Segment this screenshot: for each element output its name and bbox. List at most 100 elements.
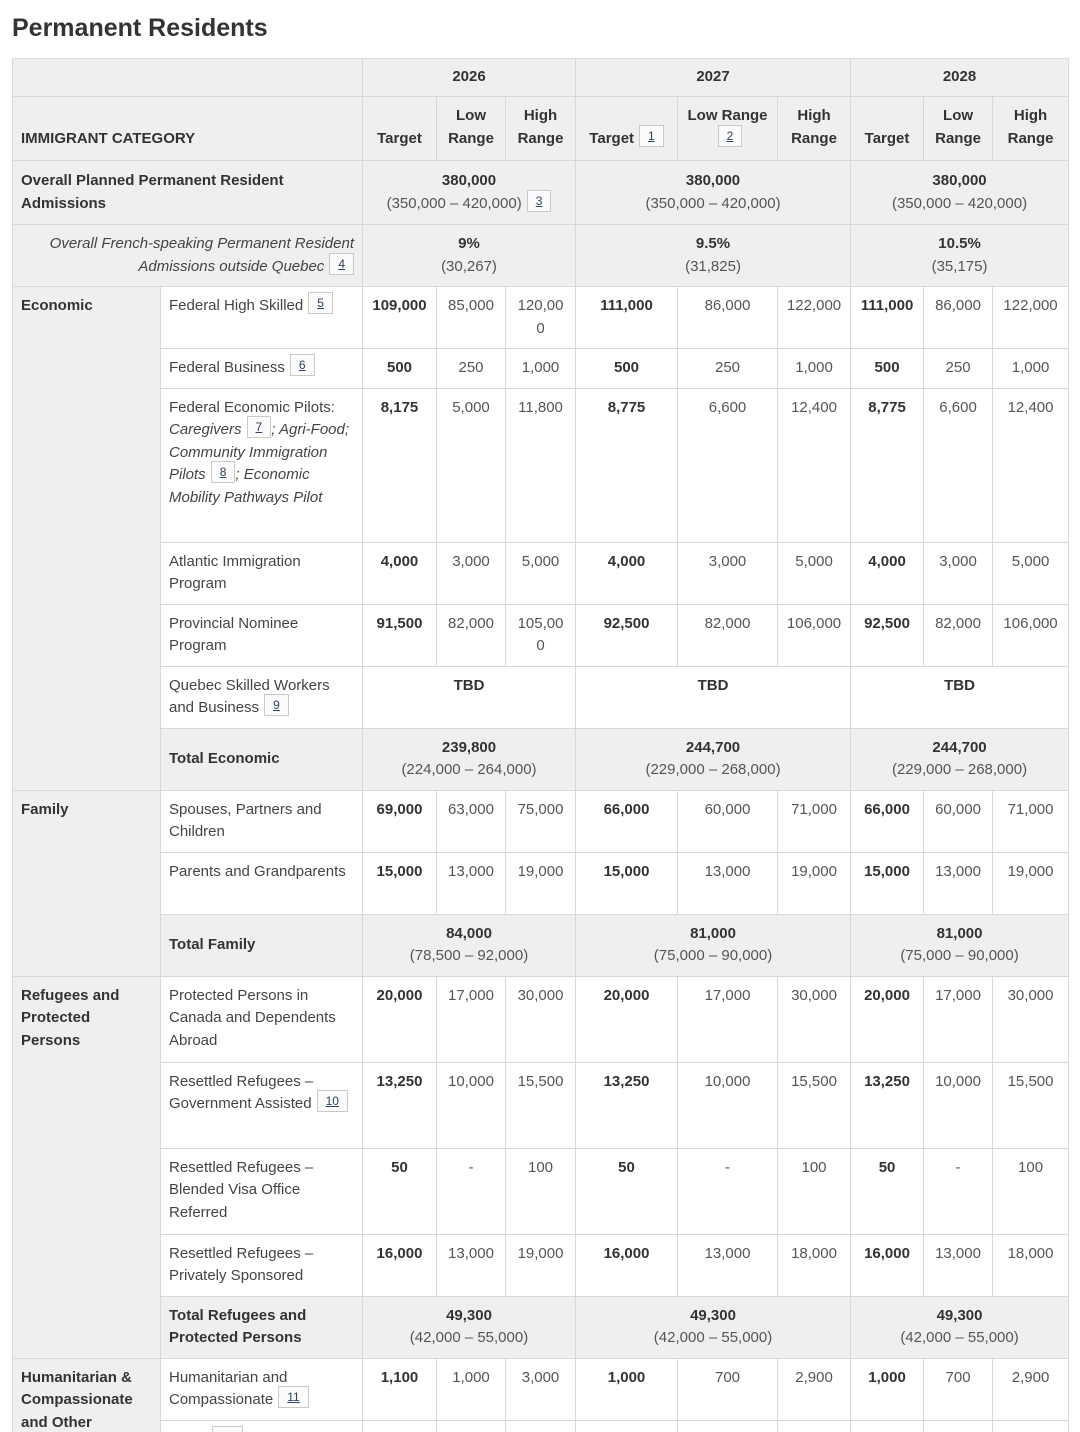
group-label-family: Family [12,789,161,977]
row-label-text: Federal Economic Pilots: [169,398,335,416]
overall-sub: (350,000 – 420,000) [891,194,1028,212]
value-cell: 100 [777,1147,852,1235]
value-cell: 19,000 [777,851,852,915]
footnote-link-8[interactable]: 8 [210,461,236,483]
page-title: Permanent Residents [12,14,268,42]
value-cell: 500 [362,348,437,389]
value-cell: 71,000 [777,789,852,853]
total-main: 84,000 [446,924,492,942]
table-row: Federal Business 6 500 250 1,000 500 250 … [13,348,1070,389]
total-sub: (75,000 – 90,000) [653,947,773,964]
value-cell: 17,000 [436,975,506,1063]
row-label: Quebec Skilled Workers and Business 9 [160,665,363,729]
footnote-link-4[interactable]: 4 [329,252,354,275]
value-cell: 1,000 [575,1357,679,1421]
value-cell: 3,200 [923,1419,994,1432]
value-cell: 69,000 [362,789,437,853]
table-row: Quebec Skilled Workers and Business 9 TBD… [13,665,1070,729]
value-cell: 5,000 [436,387,506,543]
footnote-link-6[interactable]: 6 [289,354,315,376]
value-cell: 13,000 [677,1233,779,1297]
value-cell: 1,000 [504,348,577,389]
value-cell: 15,500 [504,1061,577,1149]
total-main: 81,000 [690,924,736,942]
immigration-levels-table: 2026 2027 2028 IMMIGRANT CATEGORY Target… [12,58,1070,1432]
value-cell: 60,000 [923,789,994,853]
target-header-2026: Target [362,96,437,161]
value-cell: 13,000 [923,1233,994,1297]
value-cell: 5,000 [504,541,577,605]
value-cell: 122,000 [992,286,1070,349]
value-cell: - [677,1147,779,1235]
value-cell: 16,000 [850,1233,925,1297]
footnote-link-11[interactable]: 11 [278,1386,309,1408]
value-cell: 13,000 [923,851,994,915]
value-cell: 8,175 [362,387,437,543]
value-cell: 3,000 [436,541,506,605]
row-label: Atlantic Immigration Program [160,541,363,605]
value-cell: 15,000 [362,851,437,915]
target-header-2028: Target [850,96,925,161]
total-sub: (229,000 – 268,000) [891,761,1028,778]
value-cell: 86,000 [923,286,994,349]
row-label-text: ; Agri-Food; Community Immigration Pilot… [169,421,350,483]
value-cell: 120,000 [504,286,577,349]
row-label: Spouses, Partners and Children [160,789,363,853]
target-header-label: Target [589,129,635,147]
value-cell: 105,000 [504,603,577,667]
overall-french-2027: 9.5% (31,825) [575,224,852,287]
value-cell: 17,000 [677,975,779,1063]
value-cell: 100 [992,1147,1070,1235]
value-cell: 106,000 [992,603,1070,667]
low-range-header-2026: Low Range [436,96,506,161]
footnote-link-3[interactable]: 3 [526,189,552,212]
value-cell: 13,000 [436,851,506,915]
value-cell: 30,000 [504,975,577,1063]
footnote-link-9[interactable]: 9 [264,694,289,716]
overall-range: (350,000 – 420,000) [386,194,522,212]
value-cell: 16,000 [575,1233,679,1297]
footnote-link-1[interactable]: 1 [639,124,664,147]
value-cell: 109,000 [362,286,437,349]
total-sub: (42,000 – 55,000) [900,1329,1019,1346]
low-range-header-2028: Low Range [923,96,994,161]
value-cell: 8,775 [575,387,679,543]
total-main: 81,000 [936,924,983,942]
table-row: Parents and Grandparents 15,000 13,000 1… [13,851,1070,915]
footnote-link-12[interactable]: 12 [211,1425,243,1432]
value-cell: 10,000 [436,1061,506,1149]
footnote-link-7[interactable]: 7 [246,416,272,438]
tbd-cell-2026: TBD [361,665,577,729]
overall-main: 380,000 [685,172,741,189]
value-cell: 3,000 [923,541,994,605]
total-sub: (42,000 – 55,000) [409,1329,529,1346]
value-cell: 13,250 [850,1061,925,1149]
row-label-text: ; Economic Mobility Pathways Pilot [169,466,323,506]
overall-planned-2027: 380,000 (350,000 – 420,000) [575,160,852,225]
value-cell: 30,000 [992,975,1070,1063]
value-cell: 111,000 [575,286,679,349]
footnote-link-2[interactable]: 2 [717,124,743,147]
value-cell: 1,000 [992,348,1070,389]
value-cell: 18,000 [777,1233,852,1297]
value-cell: 2,900 [777,1357,852,1421]
french-sub: (31,825) [685,257,741,275]
value-cell: 122,000 [777,286,852,349]
total-main: 244,700 [685,738,741,756]
table-row: Humanitarian & Compassionate and Other H… [12,1357,1070,1432]
footnote-link-5[interactable]: 5 [308,292,333,314]
total-main: 239,800 [441,738,497,756]
overall-main: 380,000 [441,172,497,189]
value-cell: 2,900 [992,1357,1070,1421]
row-label: Resettled Refugees – Privately Sponsored [160,1233,363,1297]
french-main: 10.5% [938,235,981,252]
value-cell: 75,000 [504,789,577,853]
footnote-link-10[interactable]: 10 [316,1090,348,1112]
value-cell: 500 [575,348,679,389]
category-column-header: IMMIGRANT CATEGORY [12,96,363,161]
value-cell: 10,000 [923,1061,994,1149]
table-row: Economic Federal High Skilled 5 109,000 8… [12,286,1070,791]
row-label: Humanitarian and Compassionate 11 [160,1357,363,1421]
total-family-2027: 81,000 (75,000 – 90,000) [575,913,852,977]
value-cell: 100 [504,1147,577,1235]
